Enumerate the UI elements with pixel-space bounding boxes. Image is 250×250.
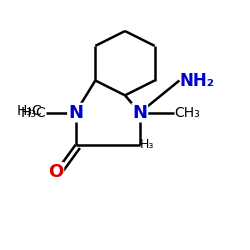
Text: NH₂: NH₂: [180, 72, 214, 90]
Text: N: N: [68, 104, 83, 122]
Text: CH₃: CH₃: [174, 106, 200, 120]
Text: H₃: H₃: [140, 138, 154, 151]
Text: O: O: [48, 163, 64, 181]
Text: H₃C: H₃C: [16, 104, 42, 118]
Text: H₃C: H₃C: [20, 106, 46, 120]
Text: N: N: [132, 104, 147, 122]
